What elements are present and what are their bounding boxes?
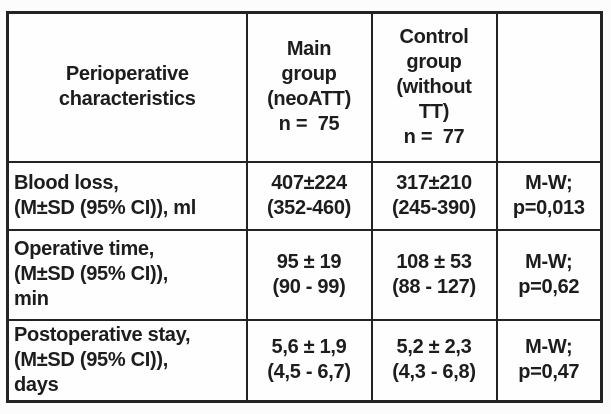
- cell-postoperative-stay-label: Postoperative stay, (M±SD (95% CI)), day…: [6, 318, 248, 403]
- cell-blood-loss-main: 407±224 (352-460): [245, 160, 373, 231]
- table-row-operative-time: Operative time, (M±SD (95% CI)), min 95 …: [6, 228, 603, 321]
- cell-blood-loss-control: 317±210 (245-390): [370, 160, 498, 231]
- cell-operative-time-main: 95 ± 19 (90 - 99): [245, 228, 373, 321]
- col-header-stat-test: [495, 11, 603, 163]
- cell-blood-loss-test: M-W; p=0,013: [495, 160, 603, 231]
- perioperative-characteristics-table: Perioperative characteristics Main group…: [6, 11, 603, 403]
- table-row-postoperative-stay: Postoperative stay, (M±SD (95% CI)), day…: [6, 318, 603, 403]
- cell-blood-loss-label: Blood loss, (M±SD (95% CI)), ml: [6, 160, 248, 231]
- col-header-control-group: Control group (without TT) n = 77: [370, 11, 498, 163]
- cell-postoperative-stay-main: 5,6 ± 1,9 (4,5 - 6,7): [245, 318, 373, 403]
- col-header-characteristics: Perioperative characteristics: [6, 11, 248, 163]
- stats-table: Perioperative characteristics Main group…: [6, 11, 603, 403]
- cell-postoperative-stay-test: M-W; p=0,47: [495, 318, 603, 403]
- cell-operative-time-control: 108 ± 53 (88 - 127): [370, 228, 498, 321]
- cell-postoperative-stay-control: 5,2 ± 2,3 (4,3 - 6,8): [370, 318, 498, 403]
- cell-operative-time-label: Operative time, (M±SD (95% CI)), min: [6, 228, 248, 321]
- table-header-row: Perioperative characteristics Main group…: [6, 11, 603, 163]
- table-row-blood-loss: Blood loss, (M±SD (95% CI)), ml 407±224 …: [6, 160, 603, 231]
- col-header-main-group: Main group (neoATT) n = 75: [245, 11, 373, 163]
- cell-operative-time-test: M-W; p=0,62: [495, 228, 603, 321]
